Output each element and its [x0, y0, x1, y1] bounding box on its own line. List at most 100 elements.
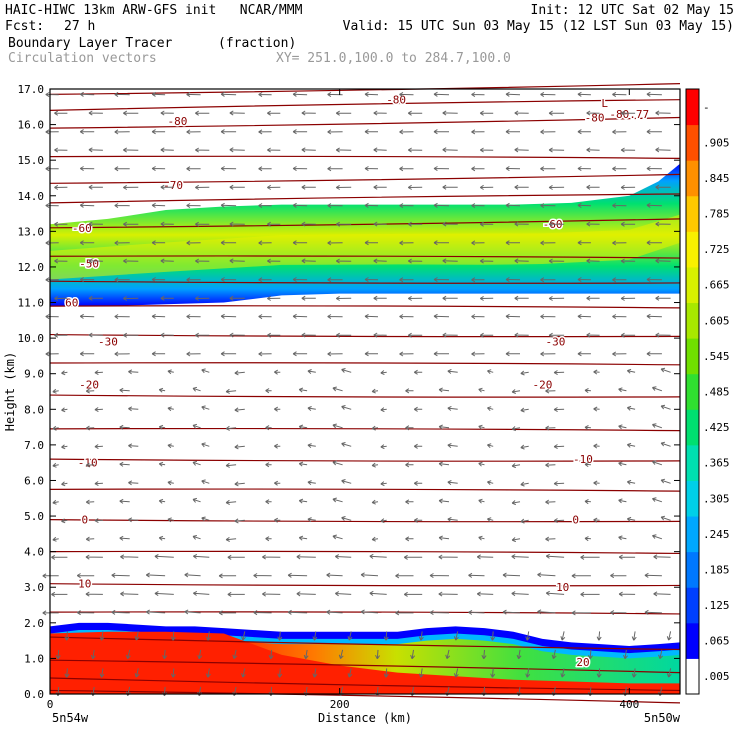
circulation-vector: [364, 202, 379, 208]
circulation-vector: [652, 423, 663, 429]
circulation-vector: [114, 240, 130, 246]
circulation-vector: [553, 370, 565, 376]
circulation-vector: [307, 369, 316, 374]
circulation-vector: [577, 91, 591, 97]
circulation-vector: [193, 553, 210, 559]
circulation-vector: [114, 129, 130, 135]
circulation-vector: [514, 147, 529, 153]
circulation-vector: [646, 91, 662, 97]
circulation-vector: [145, 609, 166, 615]
circulation-vector: [399, 240, 414, 246]
circulation-vector: [274, 480, 281, 486]
circulation-vector: [229, 184, 245, 190]
contour-label: 60: [65, 297, 78, 310]
circulation-vector: [620, 221, 636, 227]
temperature-contour-line: [49, 427, 681, 432]
x-tick-label: 200: [330, 698, 350, 711]
circulation-vector: [433, 91, 450, 97]
circulation-vector: [154, 591, 174, 597]
circulation-vector: [85, 388, 95, 394]
circulation-vector: [79, 240, 95, 246]
circulation-vector: [225, 425, 237, 431]
circulation-vector: [158, 461, 166, 467]
circulation-vector: [85, 536, 95, 542]
circulation-vector: [548, 295, 565, 301]
circulation-vector: [232, 649, 238, 659]
circulation-vector: [479, 258, 494, 264]
circulation-vector: [618, 424, 627, 430]
circulation-vector: [151, 91, 166, 97]
circulation-vector: [520, 518, 529, 524]
circulation-vector: [364, 313, 379, 319]
circulation-vector: [644, 609, 662, 615]
colorbar-label: .785: [703, 208, 730, 221]
circulation-vector: [631, 631, 637, 641]
circulation-vector: [413, 369, 423, 375]
circulation-vector: [407, 184, 423, 190]
circulation-vector: [433, 166, 450, 172]
circulation-vector: [88, 332, 103, 338]
circulation-vector: [380, 370, 387, 376]
circulation-vector: [274, 517, 281, 523]
circulation-vector: [234, 370, 245, 376]
circulation-vector: [577, 351, 591, 357]
circulation-vector: [114, 277, 130, 283]
circulation-vector: [160, 184, 174, 190]
contour-label: -80.77: [609, 108, 649, 121]
y-tick-label: 10.0: [18, 332, 45, 345]
circulation-vector: [88, 147, 103, 153]
circulation-vector: [383, 631, 389, 641]
circulation-vector: [327, 277, 343, 283]
circulation-vector: [399, 203, 414, 209]
temperature-contour-line: [49, 218, 681, 229]
colorbar-label: .365: [703, 457, 730, 470]
circulation-vector: [267, 147, 281, 153]
circulation-vector: [292, 166, 308, 172]
circulation-vector: [577, 129, 591, 135]
circulation-vector: [438, 461, 450, 467]
circulation-vector: [399, 129, 414, 135]
circulation-vector: [403, 591, 423, 597]
circulation-vector: [79, 277, 95, 283]
circulation-vector: [335, 110, 352, 116]
contour-label: 0: [572, 514, 579, 527]
circulation-vector: [610, 573, 627, 579]
circulation-vector: [360, 572, 379, 578]
colorbar-label: .185: [703, 563, 730, 576]
circulation-vector: [195, 147, 210, 153]
circulation-vector: [586, 184, 600, 190]
circulation-vector: [54, 258, 68, 264]
circulation-vector: [292, 313, 308, 319]
circulation-vector: [111, 609, 130, 615]
circulation-vector: [433, 129, 449, 135]
xy-label: XY= 251.0,100.0 to 284.7,100.0: [276, 51, 511, 66]
circulation-vector: [120, 554, 139, 560]
circulation-vector: [548, 258, 565, 264]
colorbar-swatch: [686, 587, 699, 624]
circulation-vector: [234, 518, 245, 524]
temperature-contour-line: [49, 116, 681, 129]
y-tick-label: 2.0: [24, 617, 44, 630]
circulation-vector: [123, 147, 139, 153]
circulation-vector: [341, 479, 352, 484]
circulation-vector: [45, 129, 59, 135]
circulation-vector: [586, 332, 600, 338]
circulation-vector: [335, 332, 352, 338]
circulation-vector: [170, 631, 176, 641]
circulation-vector: [514, 258, 529, 264]
circulation-vector: [478, 535, 485, 541]
circulation-vector: [442, 221, 458, 227]
circulation-vector: [158, 424, 166, 430]
circulation-vector: [481, 649, 487, 660]
circulation-vector: [79, 351, 95, 357]
circulation-vector: [540, 91, 556, 98]
y-tick-label: 9.0: [24, 368, 44, 381]
y-tick-label: 1.0: [24, 652, 44, 665]
circulation-vector: [79, 166, 95, 172]
circulation-vector: [151, 277, 166, 283]
colorbar-swatch: [686, 266, 699, 304]
circulation-vector: [471, 203, 485, 209]
circulation-vector: [186, 203, 201, 209]
vector-label: Circulation vectors: [8, 51, 157, 66]
